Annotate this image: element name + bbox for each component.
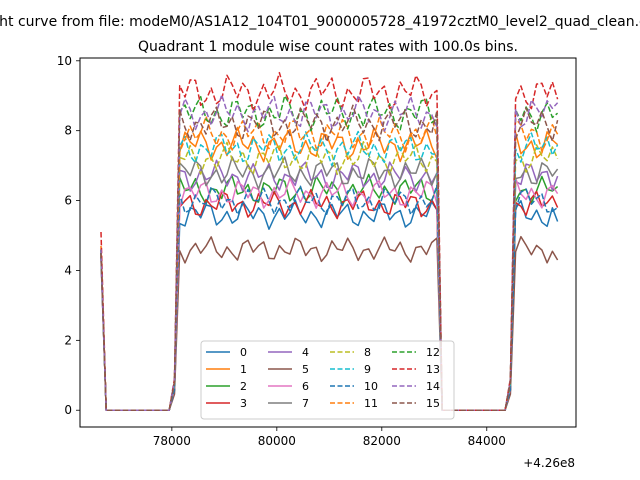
legend-label-6: 6 (302, 380, 309, 393)
legend-label-4: 4 (302, 346, 309, 359)
figure-suptitle: Light curve from file: modeM0/AS1A12_104… (0, 14, 640, 30)
legend-label-15: 15 (426, 397, 440, 410)
legend-label-14: 14 (426, 380, 440, 393)
y-tick-label: 6 (64, 194, 72, 208)
legend-label-3: 3 (240, 397, 247, 410)
y-axis: 0 2 4 6 8 10 (57, 54, 80, 417)
x-tick-label: 84000 (468, 434, 506, 448)
legend-label-12: 12 (426, 346, 440, 359)
legend-label-2: 2 (240, 380, 247, 393)
x-axis: 78000 80000 82000 84000 (153, 427, 506, 448)
legend-label-0: 0 (240, 346, 247, 359)
x-offset-text: +4.26e8 (523, 456, 575, 470)
series-layer (100, 71, 559, 411)
legend-label-9: 9 (364, 363, 371, 376)
y-tick-label: 0 (64, 403, 72, 417)
x-tick-label: 80000 (258, 434, 296, 448)
y-tick-label: 8 (64, 124, 72, 138)
legend-label-11: 11 (364, 397, 378, 410)
legend-label-7: 7 (302, 397, 309, 410)
plot-frame (79, 57, 577, 428)
x-tick-label: 82000 (363, 434, 401, 448)
chart-title: Quadrant 1 module wise count rates with … (138, 39, 518, 55)
legend-label-10: 10 (364, 380, 378, 393)
y-tick-label: 10 (57, 54, 72, 68)
legend-label-1: 1 (240, 363, 247, 376)
legend-box (200, 340, 455, 420)
legend-label-13: 13 (426, 363, 440, 376)
legend-label-8: 8 (364, 346, 371, 359)
y-tick-label: 2 (64, 333, 72, 347)
legend-label-5: 5 (302, 363, 309, 376)
x-tick-label: 78000 (153, 434, 191, 448)
series-line-15 (100, 104, 559, 411)
y-tick-label: 4 (64, 263, 72, 277)
